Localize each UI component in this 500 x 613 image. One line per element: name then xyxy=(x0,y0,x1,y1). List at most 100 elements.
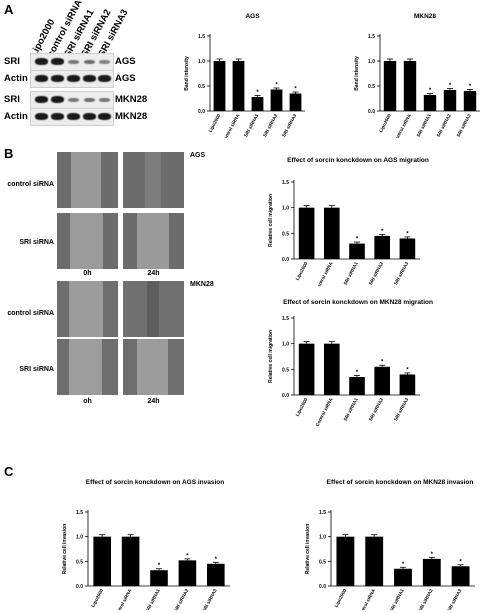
x-tick-label: Control siRNA xyxy=(221,113,240,138)
blot-row-cell: MKN28 xyxy=(115,94,148,105)
time-label: oh xyxy=(83,398,92,405)
y-tick-label: 0.5 xyxy=(368,84,375,90)
y-tick-label: 1.0 xyxy=(319,535,326,541)
significance-marker: * xyxy=(402,562,405,568)
bar xyxy=(336,536,355,586)
significance-marker: * xyxy=(406,231,409,237)
blot-row-label: SRI xyxy=(4,94,20,105)
y-tick-label: 1.0 xyxy=(76,535,83,541)
y-tick-label: 1.0 xyxy=(282,342,289,348)
x-tick-label: SRI siRNA1 xyxy=(389,588,405,610)
micrograph-control-mkn28-0h xyxy=(57,281,118,337)
bar xyxy=(323,207,340,259)
chart-mkn28-migration: Effect of sorcin konckdown on MKN28 migr… xyxy=(268,299,433,428)
x-tick-label: Lipo2000 xyxy=(295,397,309,417)
y-tick-label: 1.5 xyxy=(198,34,205,40)
micrograph-sri-mkn28-0h xyxy=(57,339,118,395)
micrograph-control-mkn28-24h xyxy=(123,281,184,337)
time-label: 0h xyxy=(83,270,92,277)
y-tick-label: 1.0 xyxy=(368,59,375,65)
time-label: 24h xyxy=(147,398,160,405)
chart-title: AGS xyxy=(245,13,260,20)
x-tick-label: SRI siRNA3 xyxy=(393,397,409,422)
y-tick-label: 0.0 xyxy=(368,109,375,115)
y-tick-label: 0.5 xyxy=(319,559,326,565)
x-tick-label: SRI siRNA2 xyxy=(262,113,278,138)
x-tick-label: SRI siRNA3 xyxy=(201,588,217,610)
chart-title: Effect of sorcin konckdown on AGS invasi… xyxy=(86,479,224,486)
chart-mkn28-band-intensity: MKN28 Band intensity 0.0 0.5 1.0 1.5 Lipo2000 C… xyxy=(354,13,480,138)
y-axis-label: Relative cell migration xyxy=(268,330,274,383)
micrograph-sri-mkn28-24h xyxy=(123,339,184,395)
x-tick-label: SRI siRNA1 xyxy=(343,397,359,422)
significance-marker: * xyxy=(431,552,434,558)
bar xyxy=(383,61,397,111)
significance-marker: * xyxy=(381,360,384,366)
panel-label-c: C xyxy=(4,464,14,479)
image-row-label: SRI siRNA xyxy=(19,239,54,246)
x-tick-label: Control siRNA xyxy=(315,261,334,286)
y-tick-label: 1.5 xyxy=(76,510,83,516)
x-tick-label: SRI siRNA3 xyxy=(281,113,297,138)
chart-title: Effect of sorcin konckdown on MKN28 inva… xyxy=(327,479,474,486)
y-tick-label: 1.0 xyxy=(282,206,289,212)
blot-row-cell: AGS xyxy=(115,56,136,67)
bar xyxy=(394,568,412,586)
bar xyxy=(463,91,477,111)
image-row-label: control siRNA xyxy=(7,310,54,317)
x-tick-label: SRI siRNA2 xyxy=(436,113,452,138)
x-tick-label: SRI siRNA3 xyxy=(393,261,409,286)
y-tick-label: 0.0 xyxy=(282,257,289,263)
bar xyxy=(349,243,365,259)
y-tick-label: 1.5 xyxy=(368,34,375,40)
significance-marker: * xyxy=(429,88,432,94)
bar xyxy=(213,61,226,111)
bar xyxy=(178,560,197,586)
significance-marker: * xyxy=(256,90,259,96)
y-tick-label: 1.5 xyxy=(282,316,289,322)
y-tick-label: 0.5 xyxy=(282,367,289,373)
image-row-label: control siRNA xyxy=(7,181,54,188)
y-tick-label: 0.5 xyxy=(282,231,289,237)
significance-marker: * xyxy=(449,83,452,89)
chart-title: MKN28 xyxy=(414,13,436,20)
bar xyxy=(399,374,416,395)
micrograph-control-ags-24h xyxy=(123,152,184,208)
y-tick-label: 0.0 xyxy=(76,584,83,590)
bar xyxy=(121,536,140,586)
panel-label-b: B xyxy=(4,146,14,161)
y-tick-label: 0.0 xyxy=(282,393,289,399)
bar xyxy=(374,366,391,395)
bar xyxy=(206,563,225,586)
significance-marker: * xyxy=(406,367,409,373)
bar xyxy=(298,207,315,259)
y-tick-label: 1.5 xyxy=(282,180,289,186)
x-tick-label: Control siRNA xyxy=(315,397,334,428)
blot-strip-sri-mkn28 xyxy=(30,91,114,109)
y-axis-label: Band intensity xyxy=(354,56,360,91)
y-tick-label: 0.5 xyxy=(198,84,205,90)
significance-marker: * xyxy=(381,229,384,235)
bar xyxy=(403,61,417,111)
bar xyxy=(270,89,283,111)
panel-label-a: A xyxy=(4,2,14,17)
significance-marker: * xyxy=(356,237,359,243)
blot-row-label: Actin xyxy=(4,111,28,122)
x-tick-label: SRI siRNA2 xyxy=(173,588,189,610)
x-tick-label: SRI siRNA1 xyxy=(416,113,432,138)
micrograph-sri-ags-24h xyxy=(123,213,184,269)
x-tick-label: Control siRNA xyxy=(357,588,376,610)
cell-line-label: AGS xyxy=(190,152,206,159)
cell-line-label: MKN28 xyxy=(190,281,214,288)
chart-ags-migration: Effect of sorcin konckdown on AGS migrat… xyxy=(268,157,429,286)
x-tick-label: SRI siRNA2 xyxy=(417,588,433,610)
bar xyxy=(443,90,457,111)
x-tick-label: SRI siRNA2 xyxy=(368,397,384,422)
y-axis-label: Relative cell migration xyxy=(268,194,274,247)
image-row-label: SRI siRNA xyxy=(19,366,54,373)
blot-row-label: SRI xyxy=(4,56,20,67)
bar xyxy=(289,93,302,111)
x-tick-label: Control siRNA xyxy=(113,588,132,610)
significance-marker: * xyxy=(469,84,472,90)
x-tick-label: Lipo2000 xyxy=(90,588,104,608)
